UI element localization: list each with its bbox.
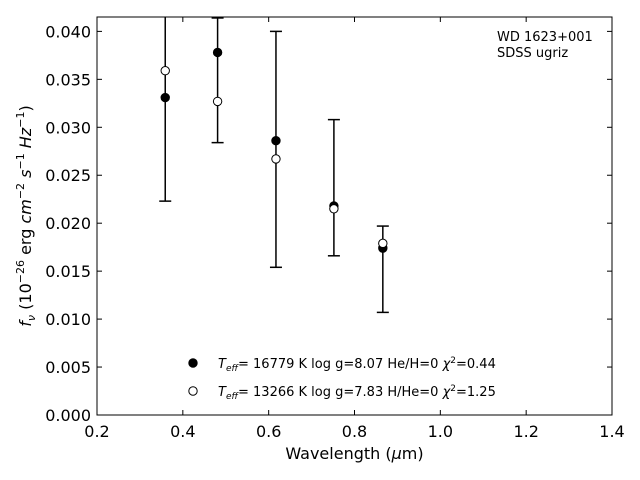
point-filled bbox=[160, 92, 170, 103]
legend-marker-open bbox=[188, 386, 198, 396]
y-tick-label: 0.010 bbox=[45, 310, 91, 329]
x-axis-label: Wavelength (μm) bbox=[285, 444, 423, 463]
legend-marker-filled bbox=[188, 358, 198, 368]
x-tick-label: 0.6 bbox=[256, 422, 281, 441]
point-open bbox=[329, 204, 339, 214]
plot-frame bbox=[96, 16, 613, 416]
annotation-line-1: WD 1623+001 bbox=[497, 30, 593, 45]
legend-label-1: Teff= 16779 K log g=8.07 He/H=0 χ2=0.44 bbox=[218, 356, 496, 374]
x-tick-label: 1.4 bbox=[599, 422, 624, 441]
y-tick-label: 0.005 bbox=[45, 358, 91, 377]
y-tick-label: 0.035 bbox=[45, 70, 91, 89]
annotation-line-2: SDSS ugriz bbox=[497, 46, 568, 61]
axis-ticks: 0.2 0.4 0.6 0.8 1.0 1.2 1.4 0.000 0.005 0.010 0.01… bbox=[45, 17, 625, 441]
point-filled bbox=[271, 136, 281, 146]
y-tick-label: 0.025 bbox=[45, 166, 91, 185]
x-tick-label: 1.2 bbox=[513, 422, 538, 441]
point-open bbox=[212, 96, 223, 107]
point-open bbox=[160, 66, 170, 76]
y-tick-label: 0.040 bbox=[45, 22, 91, 41]
point-filled bbox=[212, 47, 223, 58]
x-tick-label: 1.0 bbox=[428, 422, 453, 441]
x-tick-label: 0.2 bbox=[84, 422, 109, 441]
y-tick-label: 0.030 bbox=[45, 118, 91, 137]
data-points bbox=[160, 47, 388, 253]
x-tick-label: 0.8 bbox=[342, 422, 367, 441]
point-open bbox=[378, 238, 388, 249]
y-tick-label: 0.015 bbox=[45, 262, 91, 281]
y-axis-label: fν (10−26 erg cm−2 s−1 Hz−1) bbox=[14, 105, 38, 326]
x-tick-label: 0.4 bbox=[170, 422, 195, 441]
y-tick-label: 0.020 bbox=[45, 214, 91, 233]
legend-label-2: Teff= 13266 K log g=7.83 H/He=0 χ2=1.25 bbox=[218, 384, 496, 402]
point-open bbox=[271, 154, 281, 164]
y-tick-label: 0.000 bbox=[45, 406, 91, 425]
legend: Teff= 16779 K log g=8.07 He/H=0 χ2=0.44 … bbox=[188, 356, 496, 402]
